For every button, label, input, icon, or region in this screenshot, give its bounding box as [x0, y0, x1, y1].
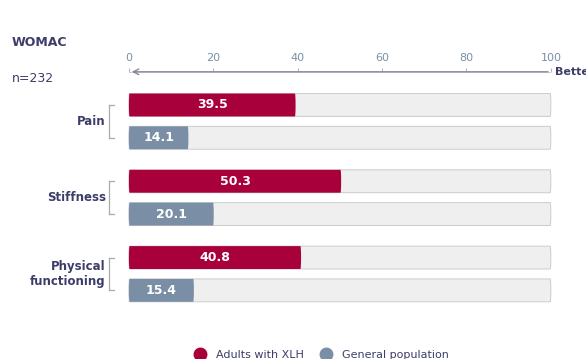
Text: Better health: Better health [555, 67, 586, 77]
Text: 15.4: 15.4 [146, 284, 177, 297]
FancyBboxPatch shape [129, 94, 551, 116]
FancyBboxPatch shape [129, 202, 551, 225]
Text: 39.5: 39.5 [197, 98, 227, 112]
FancyBboxPatch shape [129, 202, 214, 225]
Text: Stiffness: Stiffness [47, 191, 105, 204]
FancyBboxPatch shape [129, 170, 551, 193]
FancyBboxPatch shape [129, 279, 194, 302]
Legend: Adults with XLH, General population: Adults with XLH, General population [185, 345, 453, 359]
Text: 14.1: 14.1 [143, 131, 174, 144]
Text: n=232: n=232 [12, 72, 54, 85]
FancyBboxPatch shape [129, 170, 341, 193]
Text: 50.3: 50.3 [220, 175, 250, 188]
Text: WOMAC: WOMAC [12, 36, 67, 49]
FancyBboxPatch shape [129, 246, 551, 269]
FancyBboxPatch shape [129, 126, 189, 149]
FancyBboxPatch shape [129, 94, 295, 116]
Text: 20.1: 20.1 [156, 208, 187, 220]
FancyBboxPatch shape [129, 246, 301, 269]
Text: 40.8: 40.8 [200, 251, 230, 264]
FancyBboxPatch shape [129, 126, 551, 149]
Text: Pain: Pain [77, 115, 105, 128]
Text: Physical
functioning: Physical functioning [30, 260, 105, 288]
FancyBboxPatch shape [129, 279, 551, 302]
